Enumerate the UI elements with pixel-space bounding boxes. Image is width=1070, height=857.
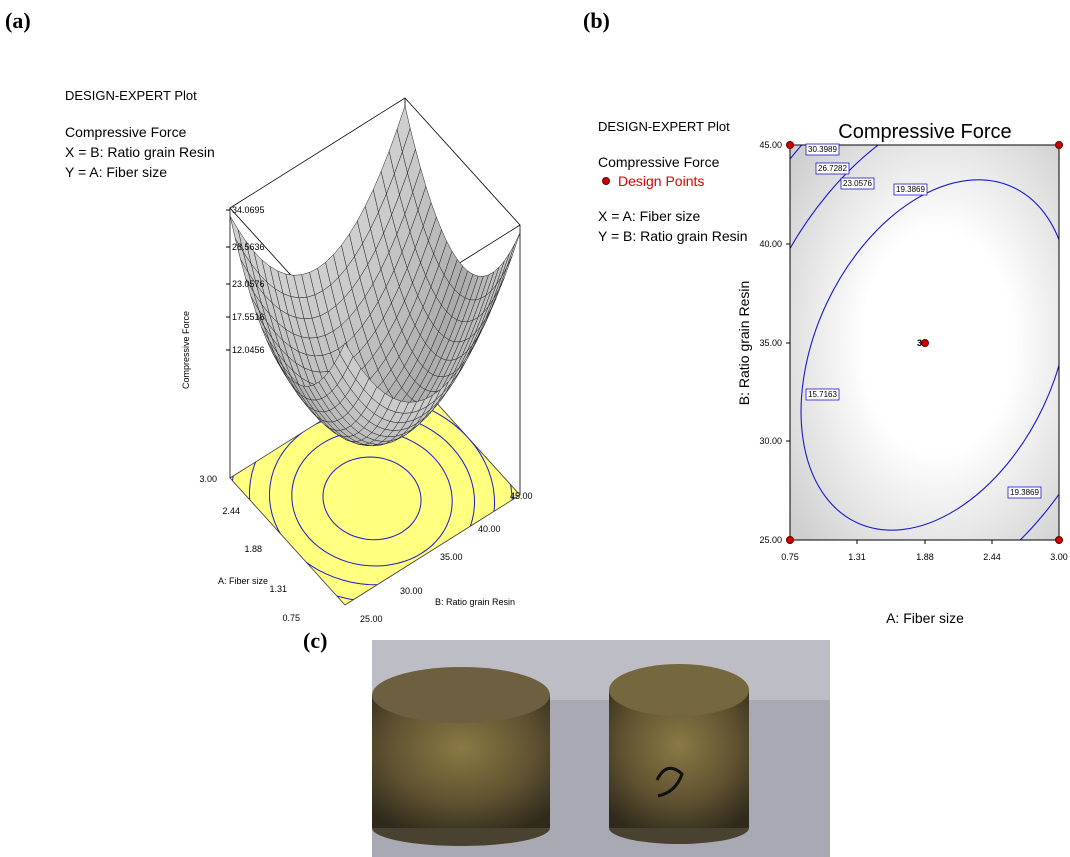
a-tick-label: 0.75 [282, 613, 300, 623]
a-axis-title: A: Fiber size [218, 576, 268, 586]
x-tick-label: 1.31 [848, 552, 866, 562]
contour-label: 23.0576 [843, 179, 872, 188]
b-tick-label: 40.00 [478, 524, 501, 534]
a-tick-label: 1.31 [269, 584, 287, 594]
z-tick-label: 28.5636 [232, 242, 265, 252]
y-definition: Y = A: Fiber size [65, 164, 167, 180]
contour-label-box [805, 143, 840, 156]
contour-label-box [840, 177, 875, 190]
design-point [786, 536, 794, 544]
design-point [786, 141, 794, 149]
y-definition: Y = B: Ratio grain Resin [598, 228, 748, 244]
b-axis-title: B: Ratio grain Resin [435, 597, 515, 607]
contour-line [800, 179, 1059, 531]
panel-label: (a) [5, 8, 31, 33]
x-axis-title: A: Fiber size [886, 610, 964, 626]
mesh-cell [339, 342, 354, 368]
panel-b: (b) DESIGN-EXPERT Plot Compressive Force… [583, 8, 1068, 626]
sample-top [609, 664, 749, 716]
contour-label: 30.3989 [808, 145, 837, 154]
contour-labels: 30.3989 26.7282 23.0576 19.3869 15.7163 19.38… [805, 143, 1042, 499]
b-tick-label: 35.00 [440, 552, 463, 562]
response-name: Compressive Force [598, 154, 720, 170]
mesh-cell [501, 243, 516, 277]
z-tick-label: 17.5516 [232, 312, 265, 322]
z-tick-label: 12.0456 [232, 345, 265, 355]
ticks: 45.00 40.00 35.00 30.00 25.00 0.75 1.31 1.88 2.4… [759, 140, 1067, 562]
design-point [1055, 141, 1063, 149]
panel-label: (c) [303, 628, 327, 653]
z-tick-label: 23.0576 [232, 279, 265, 289]
design-point [1055, 536, 1063, 544]
x-tick-label: 0.75 [781, 552, 799, 562]
sample-top [372, 667, 550, 723]
x-tick-label: 3.00 [1050, 552, 1068, 562]
y-tick-label: 35.00 [759, 338, 782, 348]
contour-label-box [815, 162, 850, 175]
x-tick-label: 2.44 [983, 552, 1001, 562]
surface-mesh [229, 104, 521, 447]
b-tick-label: 45.00 [510, 491, 533, 501]
response-name: Compressive Force [65, 124, 187, 140]
y-tick-label: 45.00 [759, 140, 782, 150]
z-tick-label: 34.0695 [232, 205, 265, 215]
b-tick-label: 30.00 [400, 586, 423, 596]
contour-label-box [1007, 486, 1042, 499]
x-definition: X = B: Ratio grain Resin [65, 144, 215, 160]
panel-a: (a) DESIGN-EXPERT Plot Compressive Force… [5, 8, 533, 624]
chart-title: Compressive Force [838, 121, 1011, 143]
y-tick-label: 25.00 [759, 535, 782, 545]
design-point [921, 339, 929, 347]
sample-marking [655, 766, 684, 798]
panel-c: (c) [303, 628, 830, 857]
floor-contour [322, 456, 422, 541]
contour-label: 15.7163 [808, 390, 837, 399]
y-tick-label: 40.00 [759, 239, 782, 249]
x-tick-label: 1.88 [916, 552, 934, 562]
x-definition: X = A: Fiber size [598, 208, 701, 224]
plot-header: DESIGN-EXPERT Plot [598, 119, 730, 134]
contour-label-box [805, 388, 840, 401]
a-tick-label: 3.00 [199, 474, 217, 484]
y-tick-label: 30.00 [759, 436, 782, 446]
plot-header: DESIGN-EXPERT Plot [65, 88, 197, 103]
legend-label: Design Points [618, 173, 704, 189]
point-count: 3 [917, 338, 922, 348]
contour-label: 19.3869 [1010, 488, 1039, 497]
contour-label-box [893, 183, 928, 196]
y-axis-title: B: Ratio grain Resin [736, 281, 752, 406]
a-tick-label: 2.44 [222, 506, 240, 516]
b-tick-label: 25.00 [360, 614, 383, 624]
legend-marker [602, 177, 610, 185]
mesh-cell [506, 232, 521, 268]
contours [790, 145, 1059, 540]
contour-label: 26.7282 [818, 164, 847, 173]
z-axis-title: Compressive Force [181, 311, 191, 389]
contour-label: 19.3869 [896, 185, 925, 194]
floor-contour [291, 430, 453, 567]
a-tick-label: 1.88 [244, 544, 262, 554]
panel-label: (b) [583, 8, 610, 33]
